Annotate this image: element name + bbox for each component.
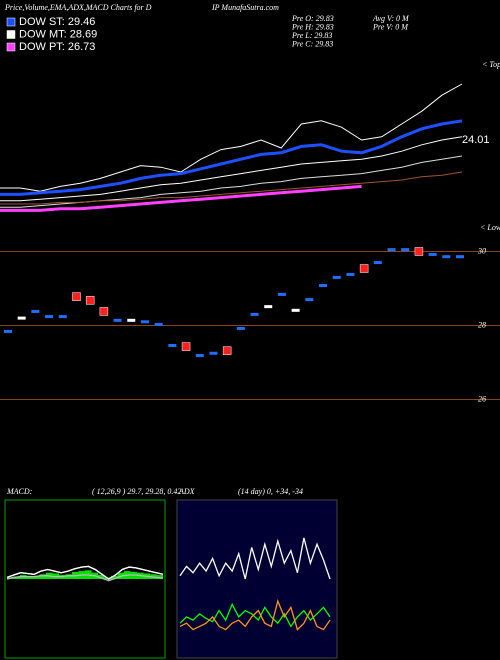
candle bbox=[442, 255, 451, 259]
candle bbox=[85, 296, 95, 305]
candle bbox=[250, 312, 259, 316]
candle bbox=[45, 315, 54, 319]
annotation: < Lows bbox=[480, 223, 500, 232]
candle bbox=[209, 351, 218, 355]
candle bbox=[154, 322, 163, 326]
histogram-bar bbox=[98, 575, 105, 579]
annotation: 24.01 bbox=[462, 134, 490, 146]
histogram-bar bbox=[39, 574, 46, 579]
candle bbox=[305, 298, 314, 302]
candle bbox=[236, 326, 245, 330]
info-label: Pre H: 29.83 bbox=[291, 22, 334, 31]
candle bbox=[168, 343, 177, 347]
candle bbox=[4, 329, 12, 333]
info-label: Pre O: 29.83 bbox=[291, 14, 334, 23]
candle bbox=[414, 247, 424, 256]
candle bbox=[195, 353, 204, 357]
info-label: Pre V: 0 M bbox=[372, 22, 409, 31]
series-line bbox=[0, 83, 463, 192]
series-line bbox=[0, 171, 463, 205]
histogram-bar bbox=[111, 575, 118, 579]
candle bbox=[319, 284, 328, 288]
header-title: Price,Volume,EMA,ADX,MACD Charts for D bbox=[4, 3, 152, 12]
series-line bbox=[179, 602, 331, 628]
histogram-bar bbox=[33, 576, 40, 579]
candle bbox=[401, 248, 410, 252]
candle bbox=[359, 264, 369, 273]
candle bbox=[72, 292, 81, 301]
candle bbox=[373, 261, 382, 265]
legend-label: DOW PT: 26.73 bbox=[19, 41, 95, 53]
candle bbox=[428, 252, 437, 256]
series-line bbox=[179, 537, 331, 580]
panel-subtitle: ( 12,26,9 ) 29.7, 29.28, 0.42 bbox=[92, 487, 181, 496]
legend-swatch bbox=[6, 42, 16, 52]
y-tick-label: 26 bbox=[478, 394, 486, 403]
series-line bbox=[0, 136, 463, 202]
candle bbox=[17, 316, 26, 320]
candle bbox=[291, 308, 300, 312]
series-line bbox=[6, 565, 164, 580]
legend-label: DOW MT: 28.69 bbox=[19, 28, 97, 40]
histogram-bar bbox=[65, 574, 72, 579]
legend-swatch bbox=[6, 30, 16, 39]
panel-title: MACD: bbox=[6, 487, 33, 496]
series-line bbox=[0, 184, 362, 212]
legend-swatch bbox=[6, 17, 16, 27]
info-label: Avg V: 0 M bbox=[372, 14, 410, 23]
y-tick-label: 28 bbox=[478, 320, 486, 329]
y-tick-label: 30 bbox=[477, 246, 486, 255]
candle bbox=[332, 275, 341, 279]
candle bbox=[264, 305, 273, 309]
info-label: Pre C: 29.83 bbox=[291, 39, 333, 48]
series-line bbox=[6, 574, 164, 582]
candle bbox=[277, 292, 286, 296]
series-line bbox=[179, 599, 331, 631]
series-line bbox=[0, 119, 463, 196]
panel-title: ADX bbox=[178, 487, 196, 496]
candle bbox=[387, 248, 396, 252]
candle bbox=[181, 342, 191, 351]
adx-panel bbox=[176, 499, 338, 659]
candle bbox=[127, 318, 136, 322]
candle bbox=[140, 320, 149, 324]
candle bbox=[113, 318, 122, 322]
histogram-bar bbox=[26, 575, 33, 579]
histogram-bar bbox=[156, 575, 163, 579]
histogram-bar bbox=[13, 576, 20, 579]
candle bbox=[99, 307, 109, 316]
header-site: IP MunafaSutra.com bbox=[211, 3, 279, 12]
info-label: Pre L: 29.83 bbox=[291, 31, 332, 40]
annotation: < Tops bbox=[482, 60, 500, 69]
candle bbox=[31, 309, 40, 313]
candle bbox=[58, 315, 67, 319]
candle bbox=[456, 255, 464, 259]
candle bbox=[222, 346, 232, 355]
candle bbox=[346, 272, 355, 276]
panel-subtitle: (14 day) 0, +34, -34 bbox=[238, 487, 303, 496]
legend-label: DOW ST: 29.46 bbox=[19, 16, 95, 28]
